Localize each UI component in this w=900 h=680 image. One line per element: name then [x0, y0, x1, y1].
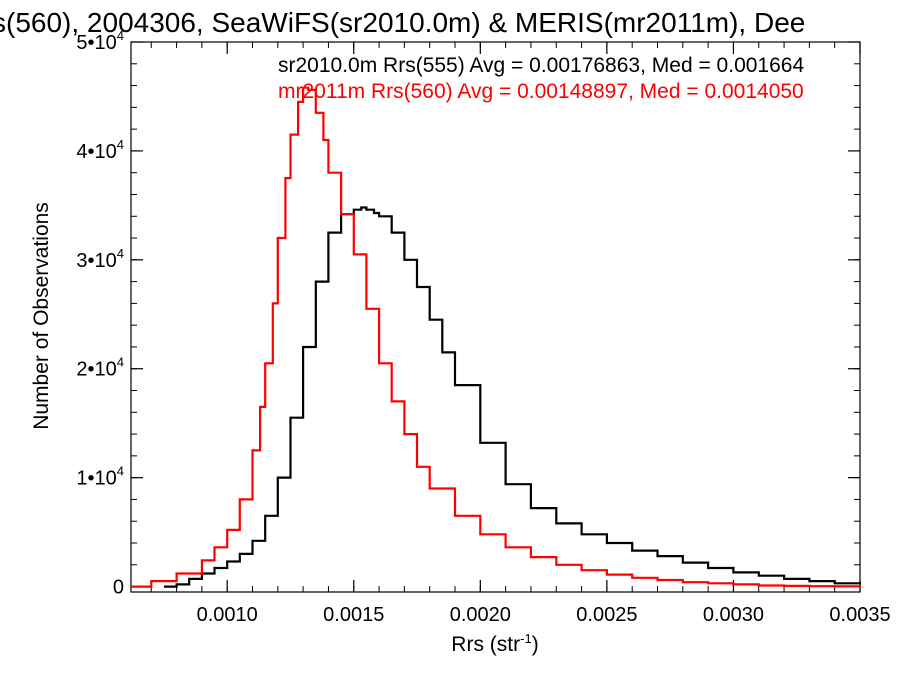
y-tick-label: 2•104 [76, 355, 124, 381]
y-tick-label: 4•104 [76, 137, 124, 163]
plot-frame [130, 41, 861, 593]
x-axis-label: Rrs (str-1) [451, 631, 538, 656]
x-tick-label: 0.0015 [323, 604, 384, 626]
y-axis: 0 1•104 2•104 3•104 4•104 5•104 [76, 28, 860, 599]
legend-entry-mr2011: mr2011m Rrs(560) Avg = 0.00148897, Med =… [278, 80, 804, 103]
x-tick-label: 0.0010 [197, 604, 258, 626]
x-axis-label-close: ) [532, 633, 539, 656]
series-line-mr2011 [131, 86, 862, 588]
y-tick-label: 0 [113, 577, 124, 599]
x-tick-label: 0.0020 [450, 604, 511, 626]
y-tick-label: 5•104 [76, 28, 124, 54]
chart-title: s(560), 2004306, SeaWiFS(sr2010.0m) & ME… [0, 7, 805, 38]
x-tick-label: 0.0025 [576, 604, 637, 626]
x-tick-label: 0.0035 [829, 604, 890, 626]
x-axis: 0.0010 0.0015 0.0020 0.0025 0.0030 0.0035 [150, 42, 891, 626]
x-axis-label-sup: -1 [520, 631, 532, 646]
y-tick-label: 3•104 [76, 246, 124, 272]
series-layer [131, 86, 862, 588]
series-line-sr2010 [163, 206, 862, 588]
y-tick-label: 1•104 [76, 464, 124, 490]
legend-entry-sr2010: sr2010.0m Rrs(555) Avg = 0.00176863, Med… [278, 54, 804, 77]
x-tick-label: 0.0030 [703, 604, 764, 626]
plot-border [130, 41, 861, 593]
y-axis-label: Number of Observations [30, 202, 53, 430]
x-axis-label-main: Rrs (str [451, 633, 520, 656]
